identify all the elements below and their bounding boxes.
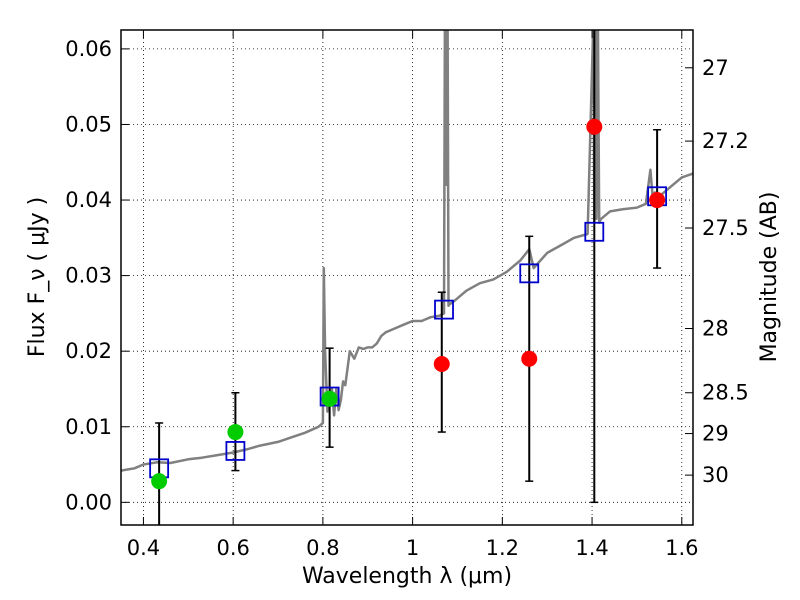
y-tick-label: 0.06	[65, 37, 112, 61]
plot-background	[121, 30, 693, 525]
observed-point	[151, 473, 168, 490]
y-tick-label: 0.03	[65, 264, 112, 288]
y-axis-right-label: Magnitude (AB)	[757, 192, 782, 363]
model-square-marker	[225, 441, 246, 461]
y-tick-label: 0.01	[65, 415, 112, 439]
observed-point	[586, 118, 603, 135]
right-tick-label: 30	[702, 463, 729, 487]
markers	[149, 118, 668, 490]
right-tick-label: 27.2	[702, 129, 749, 153]
x-tick-label: 1.6	[665, 536, 698, 560]
observed-point	[521, 350, 538, 367]
model-square-marker	[434, 299, 454, 320]
plot-frame	[120, 29, 694, 526]
right-tick-label: 28	[702, 317, 729, 341]
observed-point	[321, 390, 338, 407]
y-tick-label: 0.05	[65, 112, 112, 136]
right-tick-label: 29	[702, 422, 729, 446]
x-axis-label: Wavelength λ (μm)	[302, 564, 512, 589]
right-tick-label: 27	[702, 56, 729, 80]
y-tick-label: 0.04	[65, 188, 112, 212]
x-tick-label: 1.4	[575, 536, 608, 560]
observed-point	[433, 356, 450, 373]
right-tick-label: 27.5	[702, 216, 749, 240]
y-tick-label: 0.02	[65, 339, 112, 363]
ticks: 0.4 0.6 0.8 1 1.2 1.4 1.6 0.00 0.01 0.02 0.03 0.04 0…	[65, 30, 749, 560]
x-tick-label: 0.6	[216, 536, 249, 560]
x-tick-label: 1.2	[486, 536, 519, 560]
x-tick-label: 0.4	[127, 536, 160, 560]
right-tick-label: 28.5	[702, 381, 749, 405]
model-square-marker	[584, 221, 605, 242]
model-square-marker	[519, 263, 540, 284]
plot-area	[121, 30, 693, 472]
y-tick-label: 0.00	[65, 490, 112, 514]
x-tick-label: 0.8	[306, 536, 339, 560]
x-tick-label: 1	[406, 536, 419, 560]
spectrum-line	[121, 30, 693, 472]
y-axis-label: Flux F_ν ( μJy )	[25, 197, 50, 357]
observed-point	[649, 192, 666, 209]
observed-point	[227, 424, 244, 441]
